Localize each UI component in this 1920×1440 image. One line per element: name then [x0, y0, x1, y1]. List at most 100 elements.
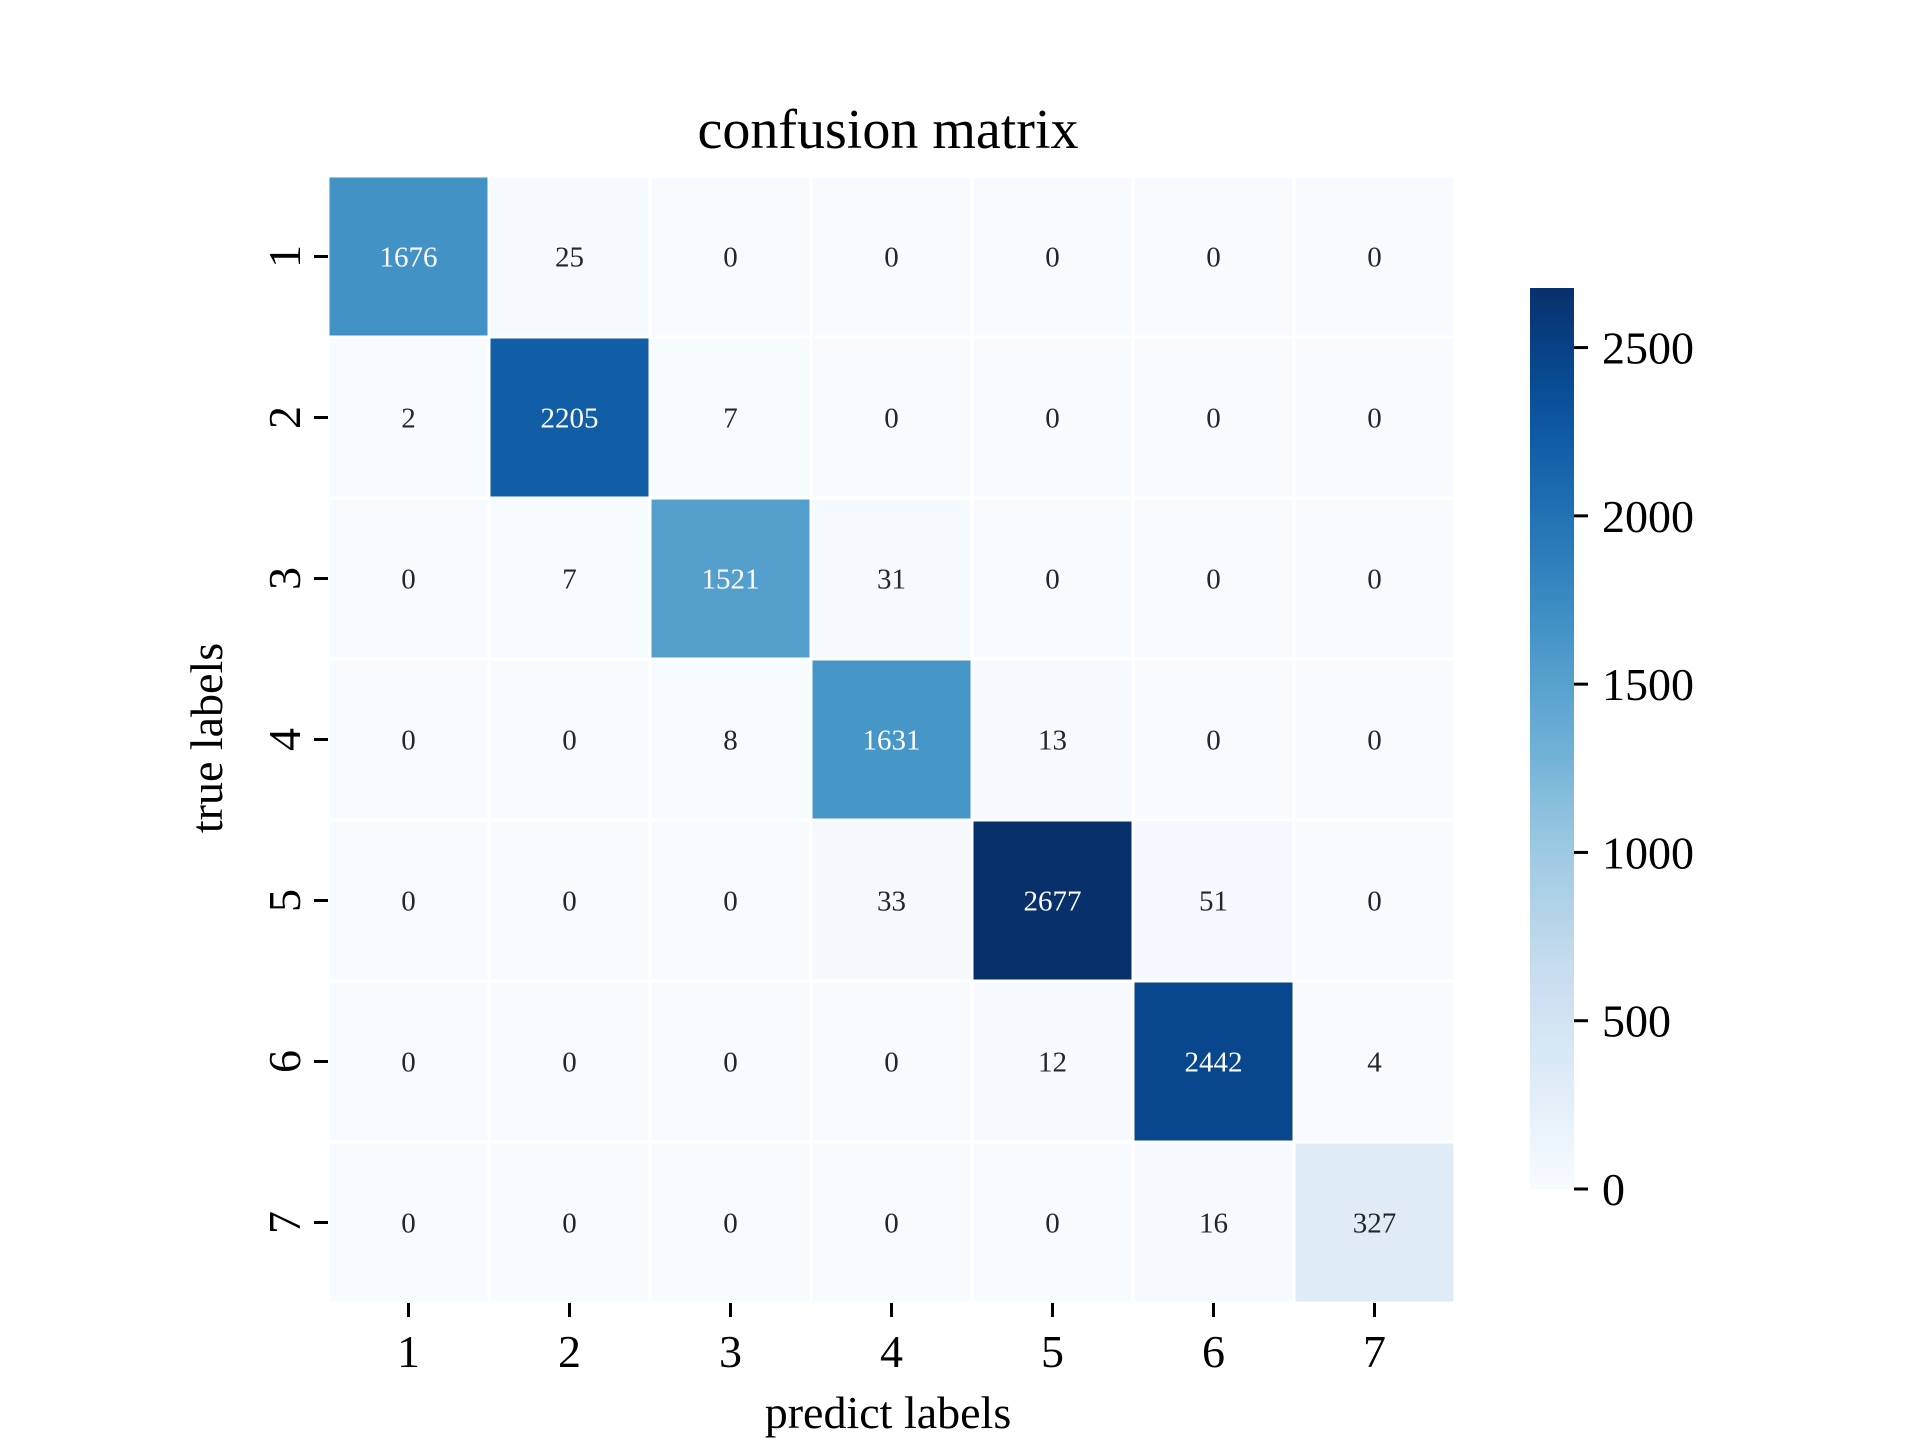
- cell-2-3: [648, 335, 813, 500]
- cell-6-1: [326, 979, 491, 1144]
- cell-3-3: [648, 496, 813, 661]
- cell-value-2-1: 2: [401, 403, 416, 435]
- cell-6-4: [809, 979, 974, 1144]
- cell-value-1-6: 0: [1206, 242, 1221, 274]
- x-tick-label-4: 4: [880, 1326, 903, 1377]
- cell-3-7: [1292, 496, 1457, 661]
- cell-1-3: [648, 174, 813, 339]
- colorbar-tick-label-0: 0: [1602, 1164, 1625, 1215]
- cell-value-3-4: 31: [877, 564, 906, 596]
- cell-value-3-3: 1521: [702, 564, 760, 596]
- cell-value-3-7: 0: [1367, 564, 1382, 596]
- cell-value-7-7: 327: [1353, 1208, 1397, 1240]
- cell-value-1-7: 0: [1367, 242, 1382, 274]
- colorbar-tick-label-1000: 1000: [1602, 827, 1694, 878]
- y-axis-label: true labels: [181, 643, 232, 833]
- x-tick-label-6: 6: [1202, 1326, 1225, 1377]
- cell-value-3-5: 0: [1045, 564, 1060, 596]
- cell-2-7: [1292, 335, 1457, 500]
- x-tick-label-2: 2: [558, 1326, 581, 1377]
- x-axis: 1 2 3 4 5 6 7: [397, 1303, 1386, 1377]
- cell-value-2-4: 0: [884, 403, 899, 435]
- cell-3-5: [970, 496, 1135, 661]
- cell-value-5-7: 0: [1367, 886, 1382, 918]
- cell-value-5-2: 0: [562, 886, 577, 918]
- cell-value-5-4: 33: [877, 886, 906, 918]
- colorbar: 0 500 1000 1500 2000 2500: [1530, 288, 1694, 1215]
- y-tick-label-4: 4: [259, 728, 310, 751]
- x-tick-label-7: 7: [1363, 1326, 1386, 1377]
- x-axis-label: predict labels: [765, 1387, 1012, 1438]
- y-tick-label-3: 3: [259, 567, 310, 590]
- y-tick-label-2: 2: [259, 406, 310, 429]
- cell-7-7: [1292, 1140, 1457, 1305]
- cell-4-4: [809, 657, 974, 822]
- cell-value-4-2: 0: [562, 725, 577, 757]
- cell-value-4-1: 0: [401, 725, 416, 757]
- cell-value-5-3: 0: [723, 886, 738, 918]
- cell-value-4-7: 0: [1367, 725, 1382, 757]
- cell-4-2: [487, 657, 652, 822]
- cell-6-7: [1292, 979, 1457, 1144]
- cell-7-1: [326, 1140, 491, 1305]
- cell-value-1-4: 0: [884, 242, 899, 274]
- y-axis: 1 2 3 4 5 6 7: [259, 245, 328, 1234]
- cell-1-2: [487, 174, 652, 339]
- cell-value-6-4: 0: [884, 1047, 899, 1079]
- cell-7-3: [648, 1140, 813, 1305]
- cell-value-6-2: 0: [562, 1047, 577, 1079]
- cell-4-1: [326, 657, 491, 822]
- cell-3-2: [487, 496, 652, 661]
- cell-value-3-2: 7: [562, 564, 577, 596]
- cell-value-2-7: 0: [1367, 403, 1382, 435]
- cell-4-6: [1131, 657, 1296, 822]
- cell-value-4-5: 13: [1038, 725, 1067, 757]
- cell-value-7-1: 0: [401, 1208, 416, 1240]
- cell-value-3-6: 0: [1206, 564, 1221, 596]
- cell-value-5-1: 0: [401, 886, 416, 918]
- cell-value-2-3: 7: [723, 403, 738, 435]
- cell-value-5-5: 2677: [1024, 886, 1082, 918]
- cell-value-4-6: 0: [1206, 725, 1221, 757]
- cell-7-5: [970, 1140, 1135, 1305]
- cell-7-4: [809, 1140, 974, 1305]
- cell-value-6-7: 4: [1367, 1047, 1382, 1079]
- y-tick-label-7: 7: [259, 1211, 310, 1234]
- cell-value-2-5: 0: [1045, 403, 1060, 435]
- x-tick-label-1: 1: [397, 1326, 420, 1377]
- cell-value-6-3: 0: [723, 1047, 738, 1079]
- cell-value-3-1: 0: [401, 564, 416, 596]
- cell-value-1-1: 1676: [380, 242, 438, 274]
- cell-value-2-6: 0: [1206, 403, 1221, 435]
- x-tick-label-5: 5: [1041, 1326, 1064, 1377]
- cell-value-6-6: 2442: [1185, 1047, 1243, 1079]
- cell-value-7-5: 0: [1045, 1208, 1060, 1240]
- chart-title: confusion matrix: [697, 99, 1078, 161]
- cell-value-1-5: 0: [1045, 242, 1060, 274]
- y-tick-label-5: 5: [259, 889, 310, 912]
- cell-value-7-6: 16: [1199, 1208, 1228, 1240]
- colorbar-tick-label-1500: 1500: [1602, 659, 1694, 710]
- cell-1-6: [1131, 174, 1296, 339]
- cell-3-4: [809, 496, 974, 661]
- cell-value-4-4: 1631: [863, 725, 921, 757]
- cell-value-6-5: 12: [1038, 1047, 1067, 1079]
- cell-5-3: [648, 818, 813, 983]
- cell-value-5-6: 51: [1199, 886, 1228, 918]
- x-tick-label-3: 3: [719, 1326, 742, 1377]
- colorbar-tick-label-2000: 2000: [1602, 491, 1694, 542]
- cell-value-4-3: 8: [723, 725, 738, 757]
- y-tick-label-6: 6: [259, 1050, 310, 1073]
- heatmap-cells: 1676 25 0 0 0 0 0 2 2205 7 0 0 0 0 0 7 1521 31 0 0 0 0 0 8 1631 1…: [326, 174, 1457, 1305]
- cell-1-1: [326, 174, 491, 339]
- cell-value-1-3: 0: [723, 242, 738, 274]
- cell-2-5: [970, 335, 1135, 500]
- cell-value-7-2: 0: [562, 1208, 577, 1240]
- cell-3-6: [1131, 496, 1296, 661]
- cell-value-6-1: 0: [401, 1047, 416, 1079]
- y-tick-label-1: 1: [259, 245, 310, 268]
- cell-5-1: [326, 818, 491, 983]
- colorbar-tick-label-2500: 2500: [1602, 323, 1694, 374]
- cell-value-1-2: 25: [555, 242, 584, 274]
